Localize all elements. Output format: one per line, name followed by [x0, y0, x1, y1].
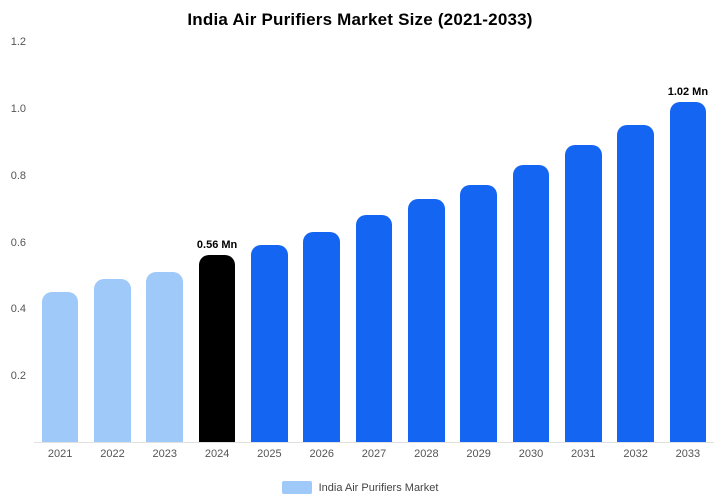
- x-axis-label: 2026: [309, 448, 334, 460]
- y-axis: 0.2 0.4 0.6 0.8 1.0 1.2: [0, 0, 30, 500]
- y-axis-tick-label: 1.0: [10, 102, 26, 115]
- bar-column: 0.56 Mn: [191, 42, 243, 442]
- x-axis-label: 2022: [100, 448, 125, 460]
- bar: [41, 292, 79, 442]
- x-axis-label: 2029: [466, 448, 491, 460]
- bar-column: [453, 42, 505, 442]
- bar-column: [243, 42, 295, 442]
- x-axis: 2021 2022 2023 2024 2025 2026 2027 2028 2029 2030…: [34, 448, 714, 460]
- bar-column: 1.02 Mn: [662, 42, 714, 442]
- bar: [198, 255, 236, 442]
- y-axis-tick-label: 0.4: [10, 303, 26, 316]
- bar-column: [348, 42, 400, 442]
- bar-column: [139, 42, 191, 442]
- bar: [303, 232, 341, 442]
- bar-value-label: 0.56 Mn: [196, 239, 238, 252]
- bar: [669, 102, 707, 442]
- x-axis-label: 2031: [571, 448, 596, 460]
- legend-label: India Air Purifiers Market: [318, 481, 439, 494]
- bar: [408, 198, 445, 442]
- bar: [146, 272, 184, 442]
- bar: [512, 165, 550, 442]
- y-axis-tick-label: 0.6: [10, 236, 26, 249]
- legend-swatch: [281, 481, 312, 494]
- y-axis-tick-label: 0.2: [10, 370, 26, 383]
- bar: [251, 245, 288, 442]
- bar-column: [34, 42, 86, 442]
- x-axis-label: 2030: [518, 448, 544, 460]
- legend: India Air Purifiers Market: [0, 481, 720, 494]
- bar-column: [86, 42, 138, 442]
- x-axis-label: 2021: [47, 448, 73, 460]
- chart-title: India Air Purifiers Market Size (2021-20…: [187, 10, 533, 29]
- y-axis-tick-label: 1.2: [10, 36, 26, 48]
- bar-column: [557, 42, 609, 442]
- bar-column: [609, 42, 661, 442]
- bar-column: [400, 42, 452, 442]
- bar: [355, 215, 393, 442]
- x-axis-label: 2033: [675, 448, 701, 460]
- plot-area: 0.56 Mn 1.02 Mn: [34, 42, 714, 443]
- x-axis-label: 2023: [152, 448, 178, 460]
- y-axis-tick-label: 0.8: [10, 169, 26, 182]
- bar-column: [505, 42, 557, 442]
- x-axis-label: 2027: [361, 448, 387, 460]
- bar: [94, 278, 131, 442]
- bar: [460, 185, 497, 442]
- x-axis-label: 2024: [204, 448, 230, 460]
- bar: [564, 145, 602, 442]
- x-axis-label: 2028: [414, 448, 439, 460]
- x-axis-label: 2032: [623, 448, 648, 460]
- bar-column: [296, 42, 348, 442]
- bar-value-label: 1.02 Mn: [667, 86, 709, 98]
- x-axis-label: 2025: [257, 448, 282, 460]
- bar: [617, 125, 654, 442]
